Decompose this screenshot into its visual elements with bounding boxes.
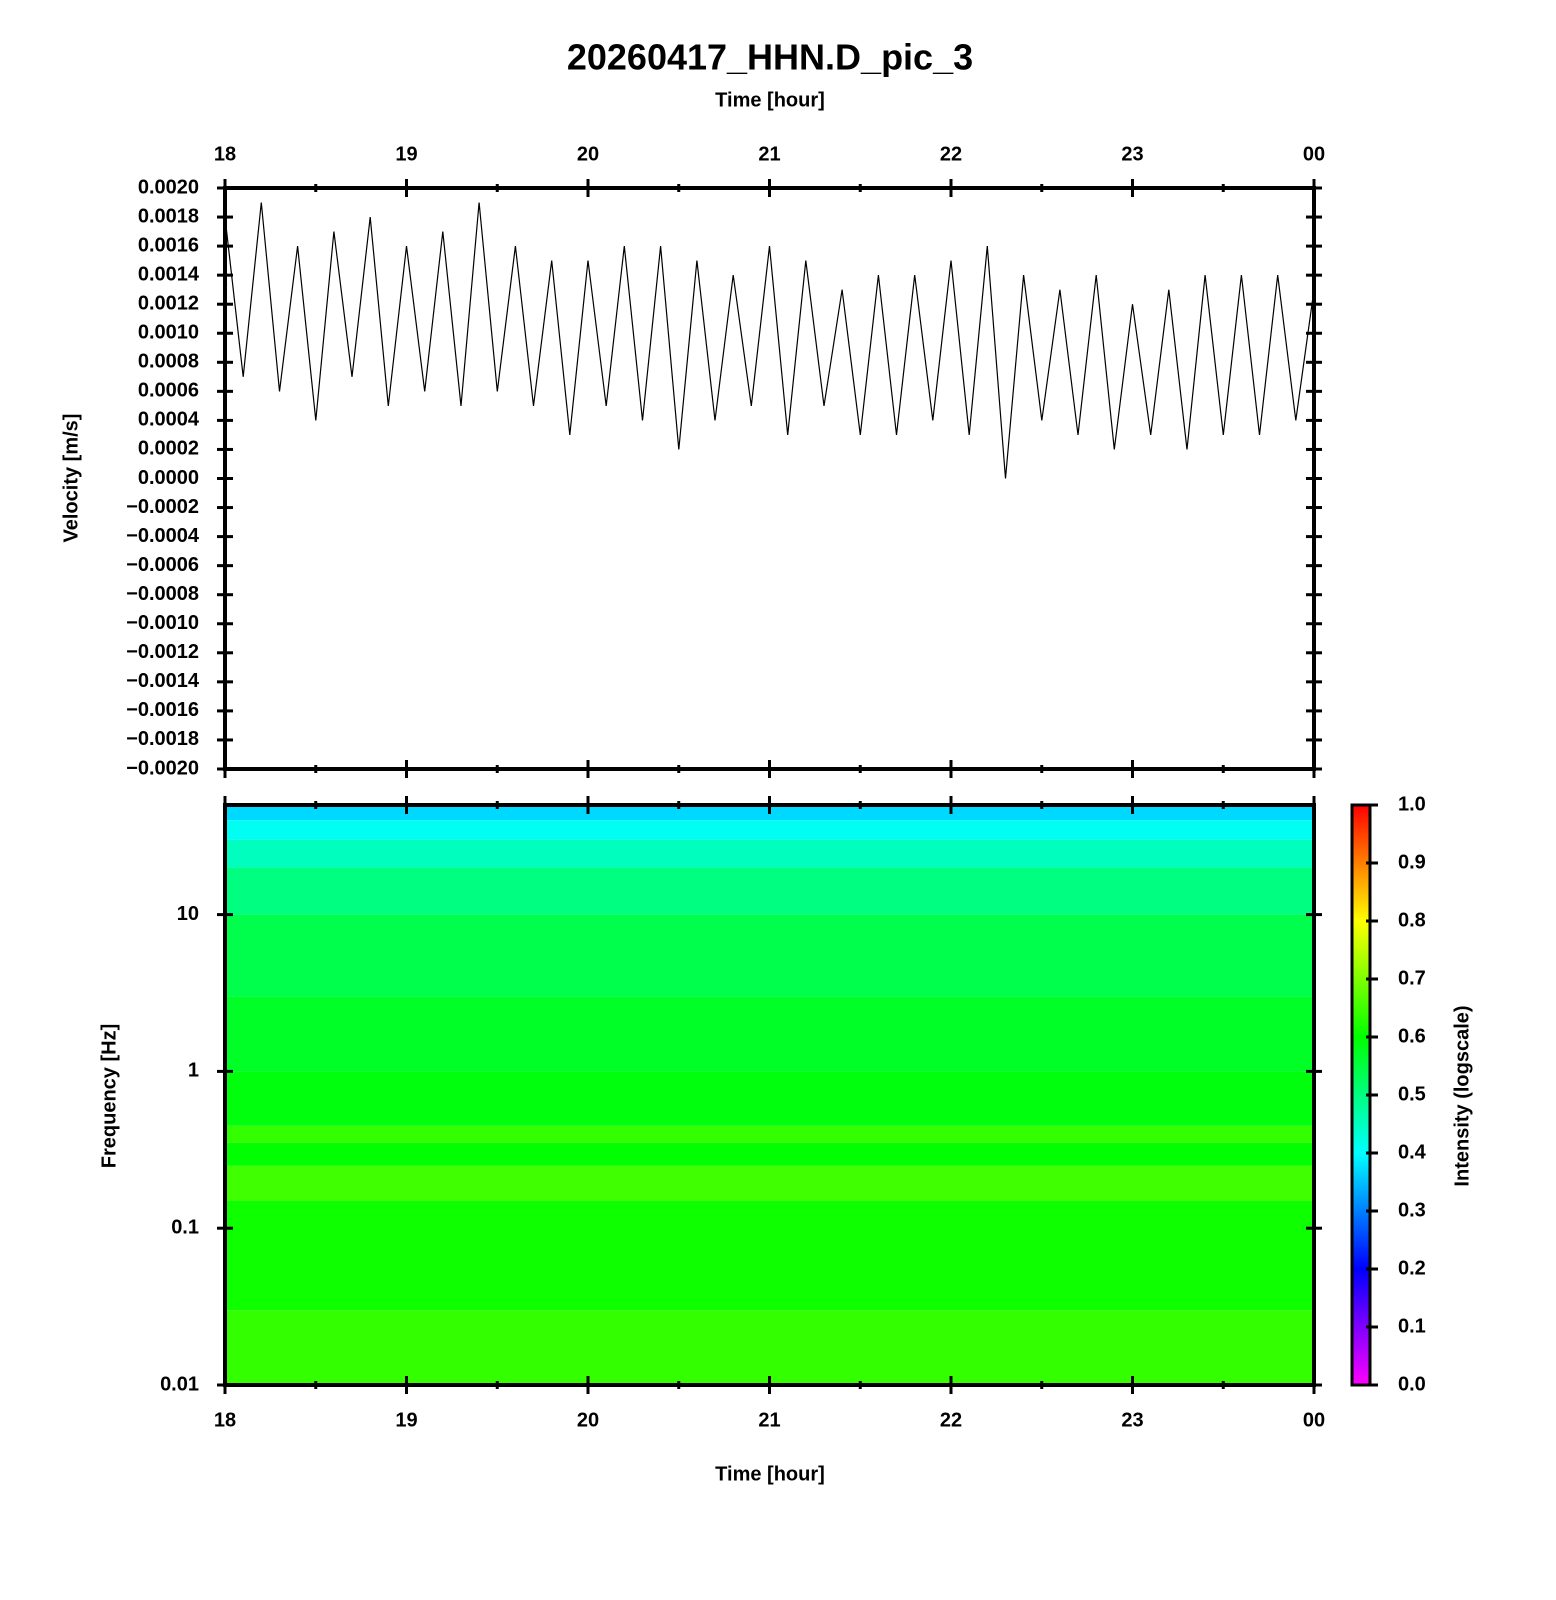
colorbar-tick-label: 0.2 xyxy=(1398,1257,1426,1279)
x-tick-label: 23 xyxy=(1121,1409,1143,1431)
heatmap-cell xyxy=(225,1310,1314,1385)
colorbar-tick-label: 0.0 xyxy=(1398,1373,1426,1395)
x-tick-label: 18 xyxy=(214,143,236,165)
x-axis-title-top: Time [hour] xyxy=(715,89,825,111)
x-tick-label: 20 xyxy=(577,1409,599,1431)
y-axis-title: Velocity [m/s] xyxy=(60,414,82,543)
y-tick-label: −0.0018 xyxy=(126,728,199,750)
x-tick-label: 20 xyxy=(577,143,599,165)
waveform xyxy=(224,202,1315,479)
y-tick-label: 0.0008 xyxy=(138,351,199,373)
y-tick-label: 0.0020 xyxy=(138,176,199,198)
x-tick-label: 00 xyxy=(1303,1409,1325,1431)
y-tick-label: −0.0002 xyxy=(126,496,199,518)
heatmap-cell xyxy=(225,1142,1314,1166)
x-tick-label: 21 xyxy=(758,143,780,165)
x-axis-title: Time [hour] xyxy=(715,1463,825,1485)
heatmap-cell xyxy=(225,820,1314,840)
y-tick-label: 0.01 xyxy=(160,1373,199,1395)
chart-title: 20260417_HHN.D_pic_3 xyxy=(567,37,973,78)
y-tick-label: 0.0000 xyxy=(138,467,199,489)
heatmap-cell xyxy=(225,1071,1314,1126)
colorbar-tick-label: 0.7 xyxy=(1398,967,1426,989)
y-tick-label: −0.0020 xyxy=(126,757,199,779)
heatmap-cell xyxy=(225,914,1314,997)
y-tick-label: 0.0014 xyxy=(138,263,200,285)
y-tick-label: −0.0016 xyxy=(126,699,199,721)
y-tick-label: 0.0002 xyxy=(138,438,199,460)
y-tick-label: −0.0012 xyxy=(126,641,199,663)
colorbar-title: Intensity (logscale) xyxy=(1451,1005,1473,1186)
y-tick-label: 0.0016 xyxy=(138,234,199,256)
y-tick-label: 0.0012 xyxy=(138,292,199,314)
x-tick-label: 19 xyxy=(395,1409,417,1431)
y-tick-label: 0.1 xyxy=(171,1216,199,1238)
colorbar-tick-label: 0.9 xyxy=(1398,851,1426,873)
x-tick-label: 00 xyxy=(1303,143,1325,165)
y-tick-label: 0.0018 xyxy=(138,205,199,227)
colorbar-tick-label: 1.0 xyxy=(1398,793,1426,815)
heatmap-cell xyxy=(225,1165,1314,1201)
x-tick-label: 22 xyxy=(940,1409,962,1431)
colorbar-tick-label: 0.1 xyxy=(1398,1315,1426,1337)
heatmap-cell xyxy=(225,867,1314,915)
colorbar-tick-label: 0.5 xyxy=(1398,1083,1426,1105)
colorbar-tick-label: 0.3 xyxy=(1398,1199,1426,1221)
y-tick-label: −0.0006 xyxy=(126,554,199,576)
colorbar-tick-label: 0.8 xyxy=(1398,909,1426,931)
x-tick-label: 18 xyxy=(214,1409,236,1431)
colorbar-tick-label: 0.6 xyxy=(1398,1025,1426,1047)
y-tick-label: −0.0014 xyxy=(126,670,200,692)
heatmap-cell xyxy=(225,996,1314,1072)
y-tick-label: −0.0008 xyxy=(126,583,199,605)
heatmap-cell xyxy=(225,1200,1314,1311)
y-tick-label: −0.0010 xyxy=(126,612,199,634)
y-tick-label: 0.0004 xyxy=(138,409,200,431)
y-axis-title: Frequency [Hz] xyxy=(98,1024,120,1168)
heatmap-cell xyxy=(225,1125,1314,1143)
y-tick-label: 1 xyxy=(188,1060,199,1082)
y-tick-label: −0.0004 xyxy=(126,525,200,547)
y-tick-label: 0.0010 xyxy=(138,322,199,344)
y-tick-label: 0.0006 xyxy=(138,380,199,402)
y-tick-label: 10 xyxy=(177,903,199,925)
heatmap-cell xyxy=(225,839,1314,868)
colorbar-tick-label: 0.4 xyxy=(1398,1141,1427,1163)
x-tick-label: 22 xyxy=(940,143,962,165)
x-tick-label: 23 xyxy=(1121,143,1143,165)
x-tick-label: 19 xyxy=(395,143,417,165)
x-tick-label: 21 xyxy=(758,1409,780,1431)
